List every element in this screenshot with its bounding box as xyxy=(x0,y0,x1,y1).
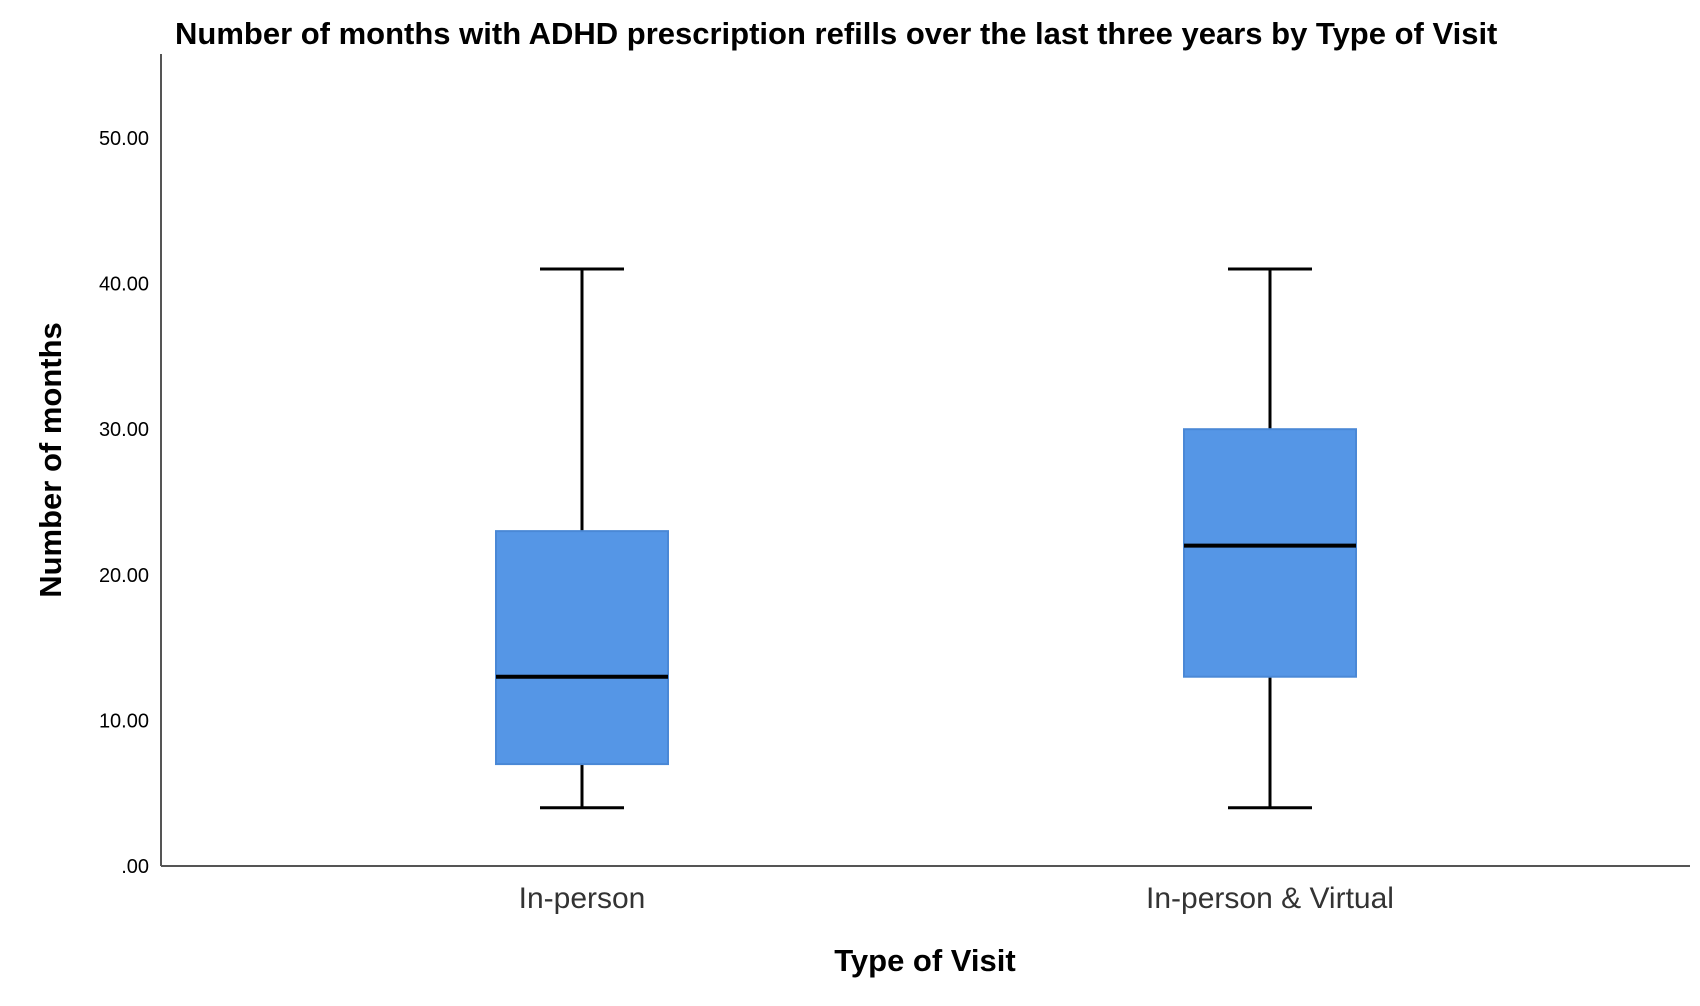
y-axis-title: Number of months xyxy=(33,322,68,598)
y-tick-label: 50.00 xyxy=(99,128,149,150)
iqr-box xyxy=(495,530,669,766)
y-tick-label: 10.00 xyxy=(99,710,149,732)
chart-title: Number of months with ADHD prescription … xyxy=(175,16,1497,51)
box-plots xyxy=(495,267,1357,810)
x-tick-label: In-person xyxy=(519,882,646,915)
box-plot-1 xyxy=(495,267,669,810)
iqr-box xyxy=(1183,428,1357,678)
y-tick-label: 40.00 xyxy=(99,274,149,296)
y-tick-label: 20.00 xyxy=(99,565,149,587)
x-axis-title: Type of Visit xyxy=(834,943,1015,978)
y-tick-label: 30.00 xyxy=(99,419,149,441)
y-tick-labels: .00 10.00 20.00 30.00 40.00 50.00 xyxy=(99,128,149,878)
x-tick-label: In-person & Virtual xyxy=(1146,882,1394,915)
y-tick-label: .00 xyxy=(121,856,149,878)
x-tick-labels: In-person In-person & Virtual xyxy=(519,882,1394,915)
box-plot-2 xyxy=(1183,267,1357,810)
